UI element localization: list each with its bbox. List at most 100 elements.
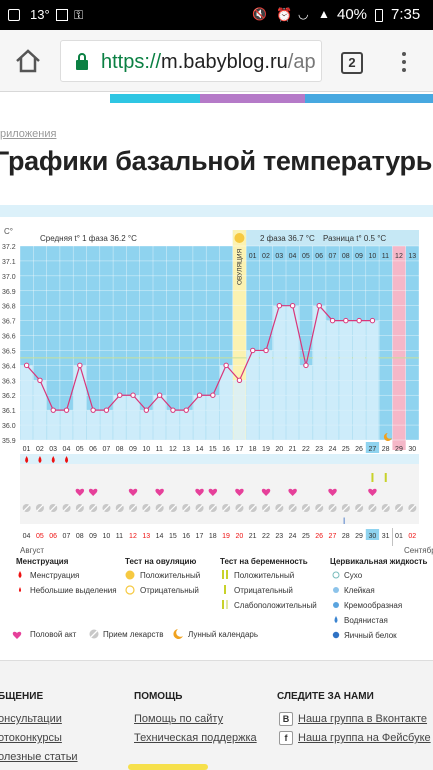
top-day-label: 03: [275, 253, 283, 260]
chart-top-strip: [0, 205, 433, 217]
love-heart: [195, 488, 204, 496]
legend-love: Половой акт: [30, 630, 77, 639]
pill-stroke: [262, 504, 270, 512]
temp-bar-06: [87, 410, 100, 440]
temp-bar-25: [339, 320, 352, 440]
menstruation-drop: [51, 456, 55, 463]
pill-stroke: [169, 504, 177, 512]
menu-icon[interactable]: [402, 52, 406, 72]
ovulation-sun-icon: [234, 233, 245, 243]
temp-point-13: [183, 407, 189, 413]
pill-stroke: [76, 504, 84, 512]
temp-point-24: [329, 317, 336, 324]
pill-stroke: [36, 504, 44, 512]
pill-stroke: [315, 504, 323, 512]
day-label-15: 15: [209, 446, 217, 453]
ytick-label: 36.0: [2, 423, 16, 430]
top-day-label: 01: [249, 253, 257, 260]
date-label-21: 21: [249, 533, 257, 540]
fluid-creamy-icon: [333, 602, 339, 608]
ytick-label: 37.1: [2, 259, 16, 266]
diff-label: Разница t° 0.5 °С: [323, 234, 386, 243]
phase1-header: [20, 230, 233, 246]
temp-point-04: [63, 407, 70, 413]
date-label-16: 16: [182, 533, 190, 540]
footer-link-support[interactable]: Техническая поддержка: [134, 732, 257, 744]
temp-point-25: [343, 317, 349, 324]
love-heart: [261, 488, 271, 496]
menstruation-drop: [38, 456, 42, 463]
legend-preg-neg: Отрицательный: [234, 586, 293, 595]
footer-link-photo[interactable]: отоконкурсы: [0, 732, 62, 744]
ytick-label: 36.2: [2, 393, 16, 400]
temp-bar-24: [326, 320, 339, 440]
date-label-17: 17: [196, 533, 204, 540]
legend-pills: Прием лекарств: [103, 630, 163, 639]
ytick-label: 36.4: [2, 363, 16, 370]
footer-link-vk[interactable]: Наша группа в Вконтакте: [298, 713, 428, 725]
legend-fluid2: Клейкая: [344, 586, 375, 595]
day-label-22: 22: [302, 446, 310, 453]
footer-link-consult[interactable]: онсультации: [0, 713, 62, 725]
breadcrumb[interactable]: риложения: [0, 128, 57, 140]
pill-stroke: [63, 504, 70, 512]
temp-point-14: [196, 392, 203, 398]
legend-menses-title: Менструация: [16, 557, 69, 566]
tab-switcher-button[interactable]: 2: [341, 52, 363, 74]
facebook-icon[interactable]: f: [279, 731, 293, 745]
header-strip-purple: [200, 94, 305, 103]
browser-toolbar: https://m.babyblog.ru/ap 2: [0, 30, 433, 92]
today-highlight: [392, 246, 406, 450]
url-text: https://m.babyblog.ru/ap: [101, 51, 316, 73]
ytick-label: 36.5: [2, 348, 16, 355]
temp-point-27: [369, 317, 376, 324]
legend-fluid3: Кремообразная: [344, 601, 402, 610]
pill-stroke: [408, 504, 416, 512]
temp-point-11: [156, 392, 163, 398]
header-strip-cyan: [110, 94, 200, 103]
day-label-28: 28: [382, 446, 390, 453]
pill-stroke: [103, 504, 110, 512]
day-label-05: 05: [76, 446, 84, 453]
pill-stroke: [355, 504, 363, 512]
pregnancy-test-mark: [371, 473, 374, 482]
footer-link-articles[interactable]: олезные статьи: [0, 751, 78, 763]
date-highlight: [365, 529, 380, 540]
temp-bar-23: [313, 305, 326, 440]
temp-point-06: [90, 407, 96, 413]
temp-point-02: [37, 377, 43, 384]
pill-stroke: [89, 504, 97, 512]
footer-link-fb[interactable]: Наша группа на Фейсбуке: [298, 732, 431, 744]
address-bar[interactable]: https://m.babyblog.ru/ap: [60, 40, 322, 82]
legend-pregtest-title: Тест на беременность: [220, 557, 308, 566]
footer-col1-title: бщение: [0, 691, 44, 702]
top-day-label: 05: [302, 253, 310, 260]
symptom-rows: [20, 464, 419, 524]
home-icon[interactable]: [14, 48, 42, 74]
footer-link-help[interactable]: Помощь по сайту: [134, 713, 224, 725]
pregtest-negative-icon: [224, 585, 226, 594]
legend-ovtest-title: Тест на овуляцию: [125, 557, 196, 566]
day-label-30: 30: [408, 446, 416, 453]
footer: бщение онсультации отоконкурсы олезные с…: [0, 660, 433, 770]
ytick-label: 36.6: [2, 334, 16, 341]
fluid-sticky-icon: [333, 587, 339, 593]
temp-point-16: [223, 362, 229, 369]
legend-ov-pos: Положительный: [140, 571, 200, 580]
current-day-highlight: [365, 442, 380, 453]
pill-stroke: [196, 504, 203, 512]
clock-text: 7:35: [391, 6, 421, 23]
pill-stroke: [209, 504, 217, 512]
signal-icon: ▲: [318, 7, 330, 21]
day-label-24: 24: [329, 446, 337, 453]
date-label-30: 30: [368, 533, 376, 540]
top-day-label: 08: [342, 253, 350, 260]
date-label-29: 29: [355, 533, 363, 540]
temp-bar-22: [299, 365, 313, 440]
vk-icon[interactable]: В: [279, 712, 293, 726]
temperature-text: 13°: [30, 7, 50, 22]
day-label-13: 13: [182, 446, 190, 453]
top-day-label: 11: [382, 253, 389, 260]
phase2-label: 2 фаза 36.7 °С: [260, 234, 315, 243]
ytick-label: 36.7: [2, 319, 16, 326]
